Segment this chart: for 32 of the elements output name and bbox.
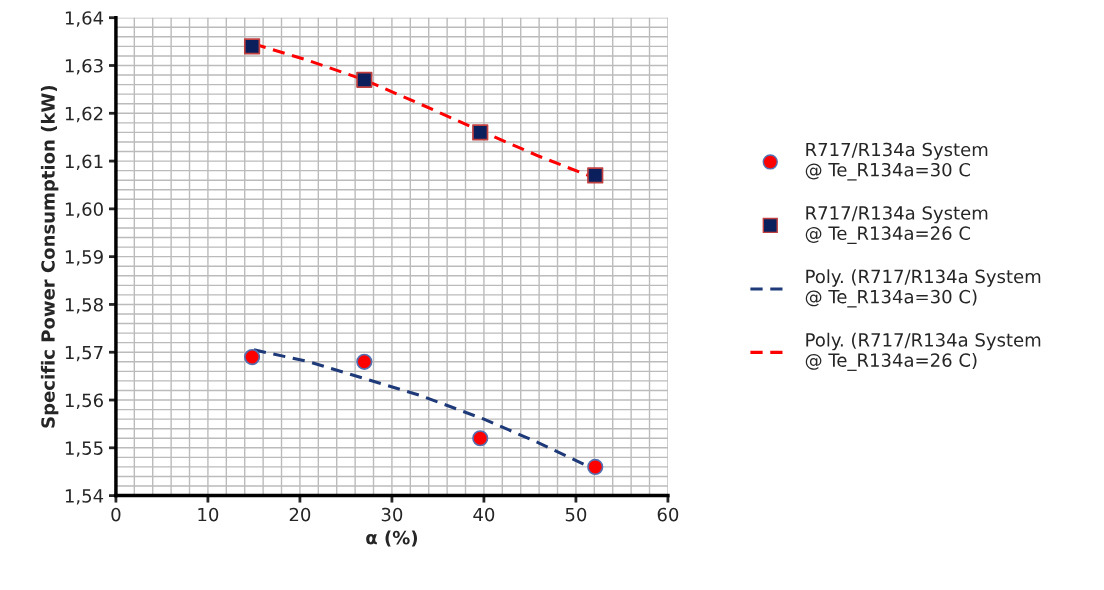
x-tick-label: 40 (473, 507, 495, 522)
point (243, 38, 261, 55)
point (356, 71, 373, 88)
y-tick-label: 1,55 (65, 441, 103, 457)
point (472, 124, 489, 141)
point (243, 348, 261, 366)
y-tick-label: 1,54 (65, 489, 104, 505)
legend-label: Poly. (R717/R134a System @ Te_R134a=26 C) (805, 332, 1041, 371)
x-tick-label: 30 (381, 507, 403, 522)
y-tick-label: 1,63 (65, 58, 103, 75)
y-tick-label: 1,56 (65, 393, 103, 409)
x-tick-label: 0 (111, 507, 121, 522)
y-tick-label: 1,64 (65, 11, 104, 27)
point (356, 353, 373, 370)
y-tick-label: 1,59 (65, 250, 103, 266)
point (472, 430, 489, 447)
y-tick-label: 1,57 (65, 345, 103, 362)
x-tick-label: 20 (289, 507, 311, 522)
point (587, 167, 604, 184)
y-tick-label: 1,60 (65, 202, 103, 218)
legend-label: R717/R134a System @ Te_R134a=26 C (805, 206, 988, 245)
x-tick-label: 10 (198, 507, 219, 522)
y-tick-label: 1,62 (65, 106, 103, 123)
y-tick-label: 1,58 (65, 297, 103, 314)
x-tick-label: 60 (657, 507, 679, 522)
point (587, 458, 604, 476)
x-tick-label: 50 (565, 507, 587, 522)
legend-label: Poly. (R717/R134a System @ Te_R134a=30 C) (805, 269, 1041, 308)
y-axis-title: Specific Power Consumption (kW) (40, 85, 59, 428)
y-tick-label: 1,61 (65, 154, 103, 171)
x-axis-title: α (%) (366, 530, 418, 547)
legend-label: R717/R134a System @ Te_R134a=30 C (805, 142, 988, 181)
